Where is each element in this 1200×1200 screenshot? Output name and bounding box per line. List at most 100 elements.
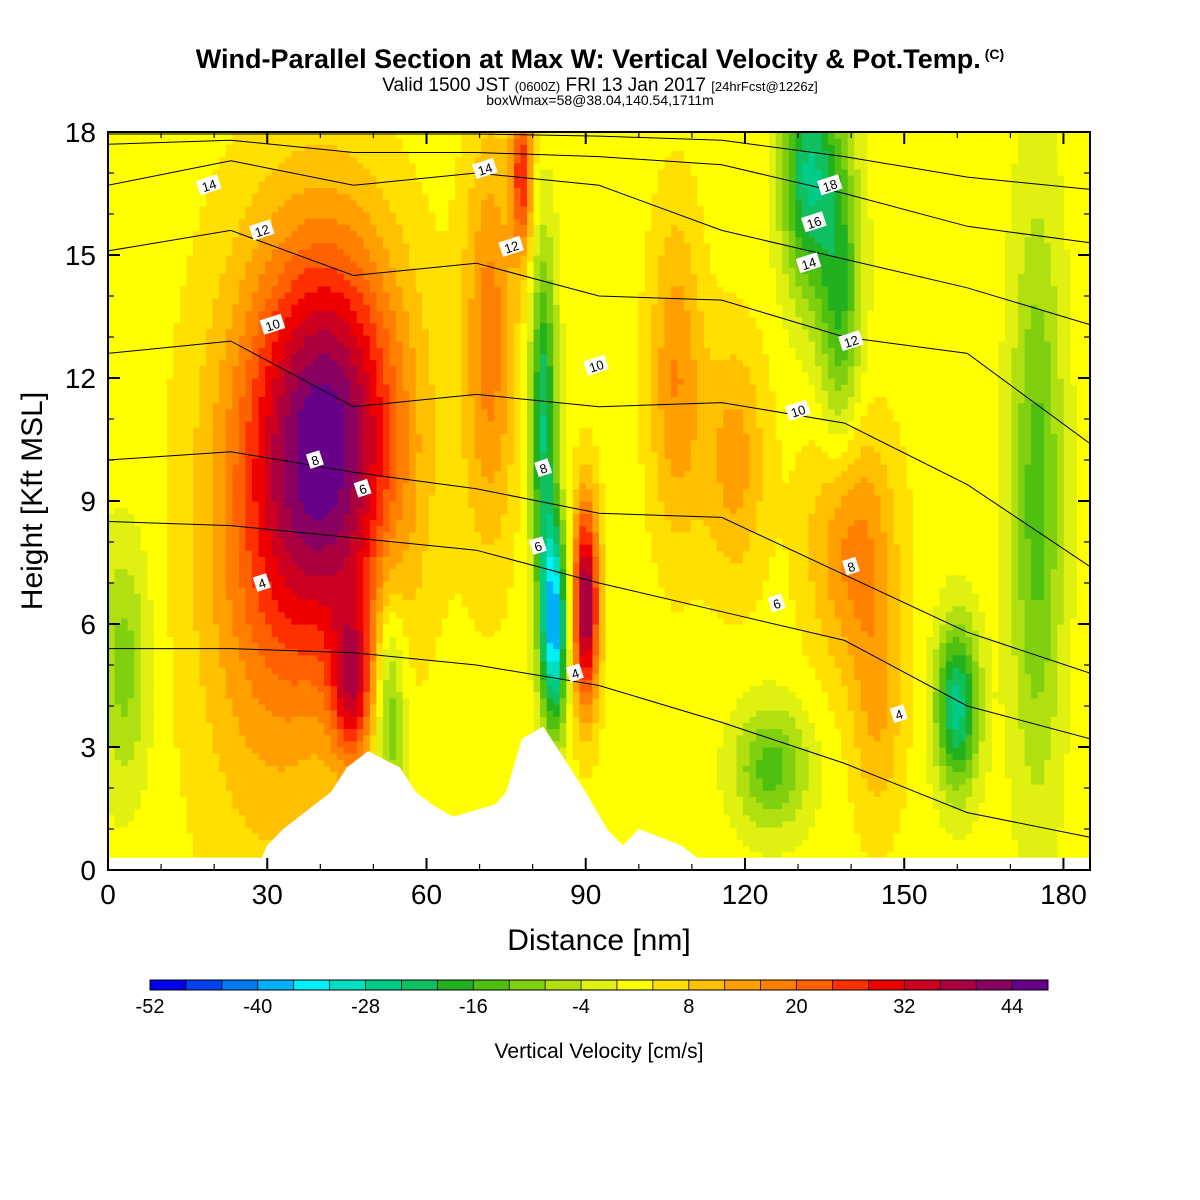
velocity-cell <box>291 316 299 324</box>
velocity-cell <box>180 580 188 588</box>
velocity-cell <box>127 519 135 527</box>
velocity-cell <box>160 261 168 268</box>
velocity-cell <box>284 550 292 557</box>
velocity-cell <box>271 759 279 767</box>
velocity-cell <box>127 285 135 293</box>
velocity-cell <box>147 291 155 299</box>
velocity-cell <box>258 298 266 305</box>
velocity-cell <box>225 488 233 496</box>
velocity-cell <box>140 457 148 465</box>
velocity-cell <box>291 439 299 447</box>
velocity-cell <box>350 402 358 410</box>
velocity-cell <box>258 427 266 434</box>
velocity-cell <box>140 722 148 730</box>
velocity-cell <box>330 630 338 637</box>
velocity-cell <box>369 236 378 244</box>
velocity-cell <box>114 242 122 250</box>
velocity-cell <box>265 341 273 348</box>
velocity-cell <box>108 334 116 342</box>
velocity-cell <box>278 722 286 730</box>
velocity-cell <box>278 193 286 201</box>
velocity-cell <box>166 261 175 268</box>
velocity-cell <box>140 617 148 625</box>
velocity-cell <box>297 703 305 711</box>
velocity-cell <box>310 673 319 680</box>
velocity-cell <box>238 304 247 311</box>
velocity-cell <box>350 617 358 625</box>
velocity-cell <box>271 611 279 619</box>
velocity-cell <box>297 371 305 379</box>
velocity-cell <box>199 378 207 385</box>
velocity-cell <box>173 519 181 527</box>
velocity-cell <box>278 476 286 484</box>
velocity-cell <box>219 513 227 521</box>
velocity-cell <box>337 587 345 594</box>
velocity-cell <box>337 144 345 152</box>
velocity-cell <box>140 347 148 354</box>
velocity-cell <box>121 679 129 687</box>
velocity-cell <box>108 525 116 533</box>
velocity-cell <box>232 734 240 742</box>
velocity-cell <box>219 550 227 557</box>
velocity-cell <box>140 359 148 367</box>
velocity-cell <box>324 691 332 699</box>
velocity-cell <box>134 341 142 348</box>
velocity-cell <box>278 685 286 693</box>
velocity-cell <box>337 199 345 207</box>
velocity-cell <box>330 568 338 576</box>
velocity-cell <box>363 334 371 342</box>
velocity-cell <box>219 439 227 447</box>
velocity-cell <box>232 501 240 508</box>
velocity-cell <box>284 427 292 434</box>
velocity-cell <box>252 667 260 674</box>
velocity-cell <box>337 716 345 723</box>
velocity-cell <box>284 347 292 354</box>
velocity-cell <box>291 771 299 779</box>
velocity-cell <box>291 636 299 644</box>
velocity-cell <box>127 482 135 490</box>
velocity-cell <box>186 599 194 607</box>
velocity-cell <box>206 685 214 693</box>
velocity-cell <box>166 728 175 736</box>
velocity-cell <box>258 187 266 195</box>
velocity-cell <box>238 636 247 644</box>
velocity-cell <box>330 599 338 607</box>
velocity-cell <box>153 488 161 496</box>
velocity-cell <box>140 476 148 484</box>
velocity-cell <box>324 790 332 797</box>
velocity-cell <box>258 168 266 176</box>
velocity-cell <box>284 445 292 453</box>
velocity-cell <box>127 624 135 631</box>
velocity-cell <box>108 187 116 195</box>
velocity-cell <box>147 384 155 391</box>
velocity-cell <box>252 414 260 422</box>
velocity-cell <box>369 291 378 299</box>
velocity-cell <box>297 199 305 207</box>
velocity-cell <box>297 587 305 594</box>
velocity-cell <box>212 562 220 570</box>
velocity-cell <box>114 599 122 607</box>
velocity-cell <box>317 310 325 318</box>
velocity-cell <box>140 624 148 631</box>
velocity-cell <box>284 304 292 311</box>
velocity-cell <box>245 279 253 287</box>
velocity-cell <box>225 759 233 767</box>
velocity-cell <box>297 636 305 644</box>
velocity-cell <box>225 777 233 785</box>
velocity-cell <box>330 230 338 238</box>
velocity-cell <box>153 470 161 477</box>
velocity-cell <box>114 796 122 803</box>
velocity-cell <box>180 248 188 256</box>
velocity-cell <box>356 722 364 730</box>
velocity-cell <box>291 507 299 514</box>
velocity-cell <box>245 205 253 213</box>
velocity-cell <box>271 605 279 613</box>
velocity-cell <box>212 660 220 668</box>
velocity-cell <box>317 242 325 250</box>
velocity-cell <box>108 611 116 619</box>
velocity-cell <box>343 494 351 502</box>
velocity-cell <box>343 273 351 281</box>
velocity-cell <box>153 347 161 354</box>
velocity-cell <box>258 310 266 318</box>
velocity-cell <box>297 193 305 201</box>
